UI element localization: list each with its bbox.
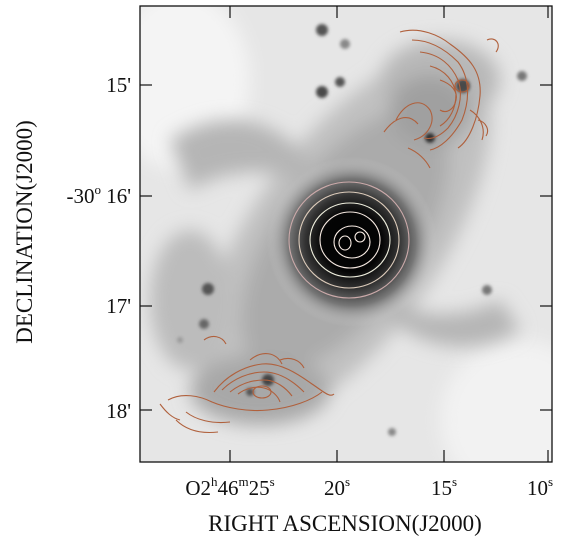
y-tick-label: 15' [106, 73, 131, 97]
plot-frame [139, 5, 553, 463]
x-tick-label: 15s [431, 474, 457, 500]
galaxy-image [140, 6, 552, 462]
x-tick-label: O2h46m25s [185, 474, 274, 500]
y-tick-label: 18' [106, 399, 131, 423]
radio-contours [159, 29, 499, 434]
tick-marks [140, 6, 552, 462]
y-tick-label: -30o 16' [66, 182, 131, 208]
x-axis-title: RIGHT ASCENSION(J2000) [208, 511, 482, 536]
x-tick-label: 20s [324, 474, 350, 500]
y-tick-label: 17' [106, 294, 131, 318]
y-tick-labels: 15' -30o 16' 17' 18' [66, 73, 131, 423]
x-tick-label: 10s [527, 474, 553, 500]
y-axis-title: DECLINATION(J2000) [12, 120, 37, 344]
x-tick-labels: O2h46m25s 20s 15s 10s [185, 474, 553, 500]
